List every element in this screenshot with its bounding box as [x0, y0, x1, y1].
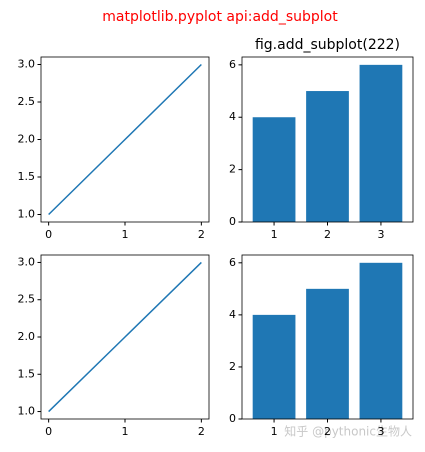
x-tick-label: 2	[324, 228, 331, 241]
watermark: 知乎 @pythonic生物人	[284, 425, 412, 439]
x-tick-label: 0	[45, 228, 52, 241]
figure-title: matplotlib.pyplot api:add_subplot	[102, 9, 338, 25]
y-tick-label: 3.0	[18, 255, 36, 268]
bar	[359, 262, 403, 419]
y-tick-label: 2	[229, 163, 236, 176]
axes-frame	[40, 254, 210, 420]
x-tick-label: 3	[377, 425, 384, 438]
y-tick-label: 2.0	[18, 330, 36, 343]
x-tick-label: 1	[271, 425, 278, 438]
bar	[252, 314, 296, 419]
y-tick-label: 2	[229, 360, 236, 373]
y-tick-label: 0	[229, 412, 236, 425]
axes-frame	[241, 254, 414, 420]
line	[48, 63, 202, 216]
y-tick-label: 3.0	[18, 58, 36, 71]
y-tick-label: 4	[229, 110, 236, 123]
line	[48, 261, 202, 413]
y-tick-label: 2.0	[18, 133, 36, 146]
x-tick-label: 2	[324, 425, 331, 438]
y-tick-label: 0	[229, 215, 236, 228]
x-tick-label: 2	[198, 228, 205, 241]
bar	[306, 288, 349, 419]
y-tick-label: 1.5	[18, 367, 36, 380]
x-tick-label: 1	[122, 425, 129, 438]
bar	[306, 91, 349, 222]
y-tick-label: 2.5	[18, 95, 36, 108]
bar	[252, 117, 296, 222]
axes-frame	[40, 56, 210, 223]
y-tick-label: 1.5	[18, 170, 36, 183]
x-tick-label: 1	[271, 228, 278, 241]
subplot-title: fig.add_subplot(222)	[255, 37, 400, 53]
bar	[359, 64, 403, 222]
y-tick-label: 6	[229, 256, 236, 269]
x-tick-label: 1	[122, 228, 129, 241]
x-tick-label: 3	[377, 228, 384, 241]
x-tick-label: 0	[45, 425, 52, 438]
y-tick-label: 4	[229, 308, 236, 321]
y-tick-label: 1.0	[18, 208, 36, 221]
axes-frame	[241, 56, 414, 223]
y-tick-label: 1.0	[18, 405, 36, 418]
y-tick-label: 6	[229, 58, 236, 71]
y-tick-label: 2.5	[18, 293, 36, 306]
x-tick-label: 2	[198, 425, 205, 438]
